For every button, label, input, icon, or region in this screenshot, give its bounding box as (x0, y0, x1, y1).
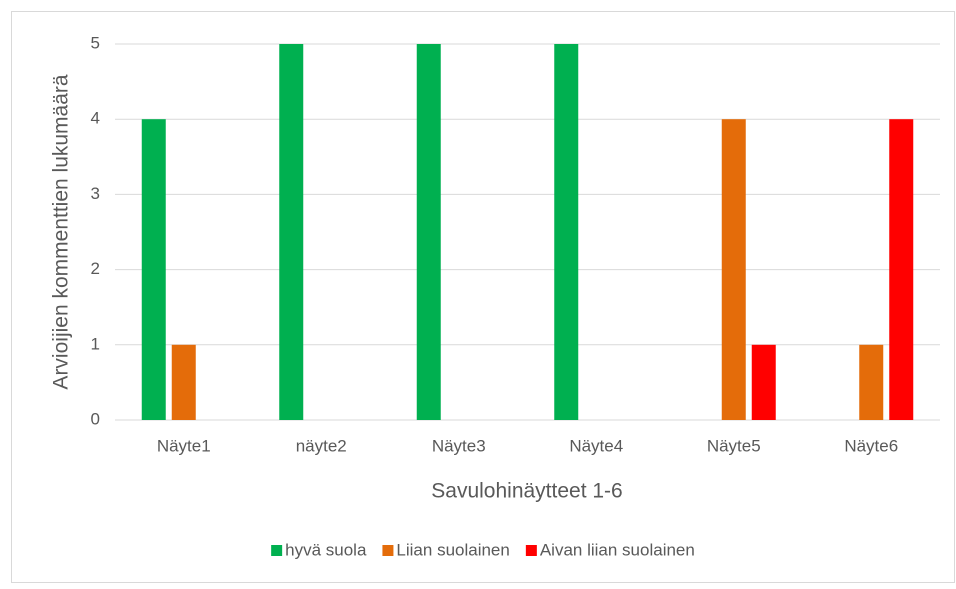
bar (141, 119, 166, 420)
y-tick-label: 5 (91, 33, 100, 52)
legend-swatch (382, 545, 394, 556)
bar (751, 344, 776, 420)
bar (171, 344, 196, 420)
y-tick-label: 4 (91, 109, 100, 128)
x-tick-label: Näyte3 (432, 436, 486, 455)
legend-label: Liian suolainen (396, 540, 509, 559)
bar (721, 119, 746, 420)
legend-label: hyvä suola (285, 540, 367, 559)
y-tick-label: 1 (91, 334, 100, 353)
legend-swatch (525, 545, 537, 556)
x-tick-label: Näyte4 (569, 436, 623, 455)
chart-frame (11, 11, 955, 583)
x-axis-title: Savulohinäytteet 1-6 (431, 480, 622, 503)
x-tick-label: näyte2 (296, 436, 347, 455)
x-tick-label: Näyte5 (707, 436, 761, 455)
legend-swatch (271, 545, 283, 556)
bar (416, 44, 441, 420)
bar (279, 44, 304, 420)
legend-label: Aivan liian suolainen (540, 540, 695, 559)
bar (889, 119, 914, 420)
x-tick-label: Näyte6 (844, 436, 898, 455)
y-tick-label: 2 (91, 259, 100, 278)
bar (859, 344, 884, 420)
y-tick-label: 0 (91, 409, 100, 428)
y-axis-title: Arvioijien kommenttien lukumäärä (50, 74, 73, 389)
x-tick-label: Näyte1 (157, 436, 211, 455)
bar (554, 44, 579, 420)
y-tick-label: 3 (91, 184, 100, 203)
